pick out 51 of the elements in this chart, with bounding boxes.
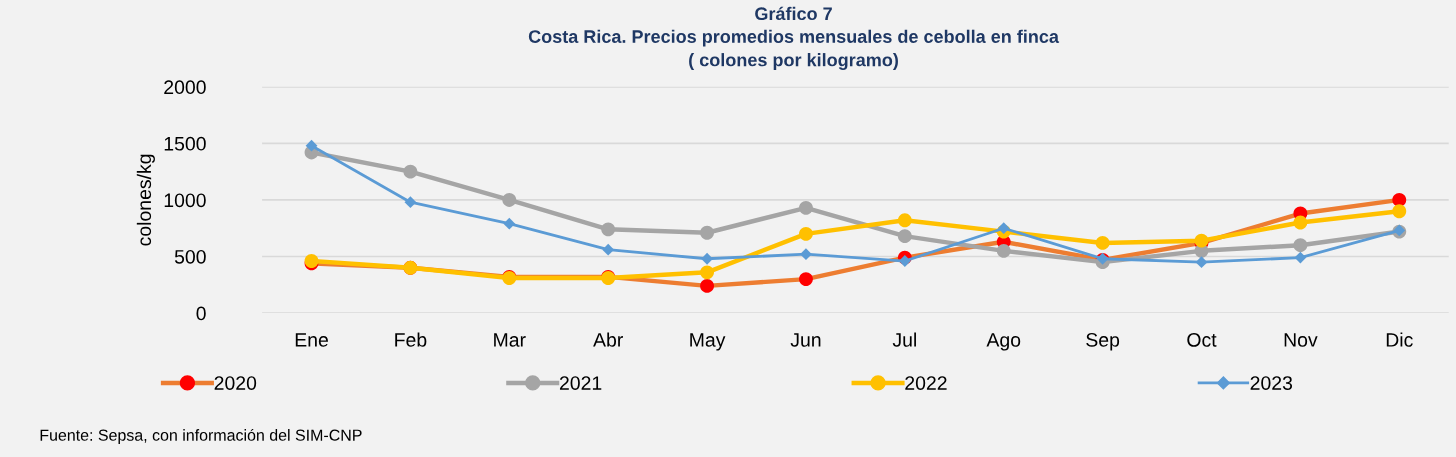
point [502,192,517,207]
x-tick-label: Mar [494,333,526,347]
point [897,213,912,228]
legend-label: 2021 [559,376,602,390]
point [700,225,715,240]
point [1095,235,1110,250]
point [997,222,1010,235]
y-axis-title: colones/kg [136,154,155,246]
chart-subtitle: Costa Rica. Precios promedios mensuales de cebolla en finca ( colones por kilogramo) [528,29,1060,70]
point [701,252,713,265]
point [602,243,615,256]
point [799,200,813,215]
legend-label: 2022 [905,376,947,390]
y-tick-label: 500 [174,249,206,264]
chart-title: Gráfico 7 [755,6,832,21]
point [700,265,715,280]
legend-label: 2023 [1250,376,1293,390]
x-tick-label: Oct [1187,333,1217,347]
point [1195,256,1208,269]
point [800,248,812,261]
point [1392,192,1407,207]
y-tick-label: 0 [196,306,206,321]
x-tick-label: Ene [295,333,328,347]
x-tick-label: Nov [1284,333,1318,347]
x-tick-label: Sep [1086,333,1120,351]
point [996,243,1011,258]
point [1293,238,1308,253]
point [403,164,418,179]
point [1293,215,1308,230]
x-tick-label: Jun [790,333,821,347]
y-tick-label: 1500 [164,136,206,151]
x-tick-label: Feb [395,332,427,347]
point [601,222,616,237]
x-tick-label: Abr [593,332,623,347]
x-tick-label: May [690,333,726,351]
point [700,278,715,293]
legend-label: 2020 [214,376,257,390]
source-note: Fuente: Sepsa, con información del SIM-CNP [40,428,362,444]
point [897,229,912,244]
point [503,217,516,230]
point [305,139,318,152]
point [799,272,813,287]
y-tick-label: 1000 [164,193,206,208]
point [1294,251,1307,264]
x-tick-label: Jul [892,332,916,347]
x-tick-label: Ago [986,333,1021,351]
x-tick-label: Dic [1386,332,1413,347]
y-tick-label: 2000 [164,80,206,95]
point [1392,204,1407,219]
point [799,226,813,241]
point [404,196,417,209]
